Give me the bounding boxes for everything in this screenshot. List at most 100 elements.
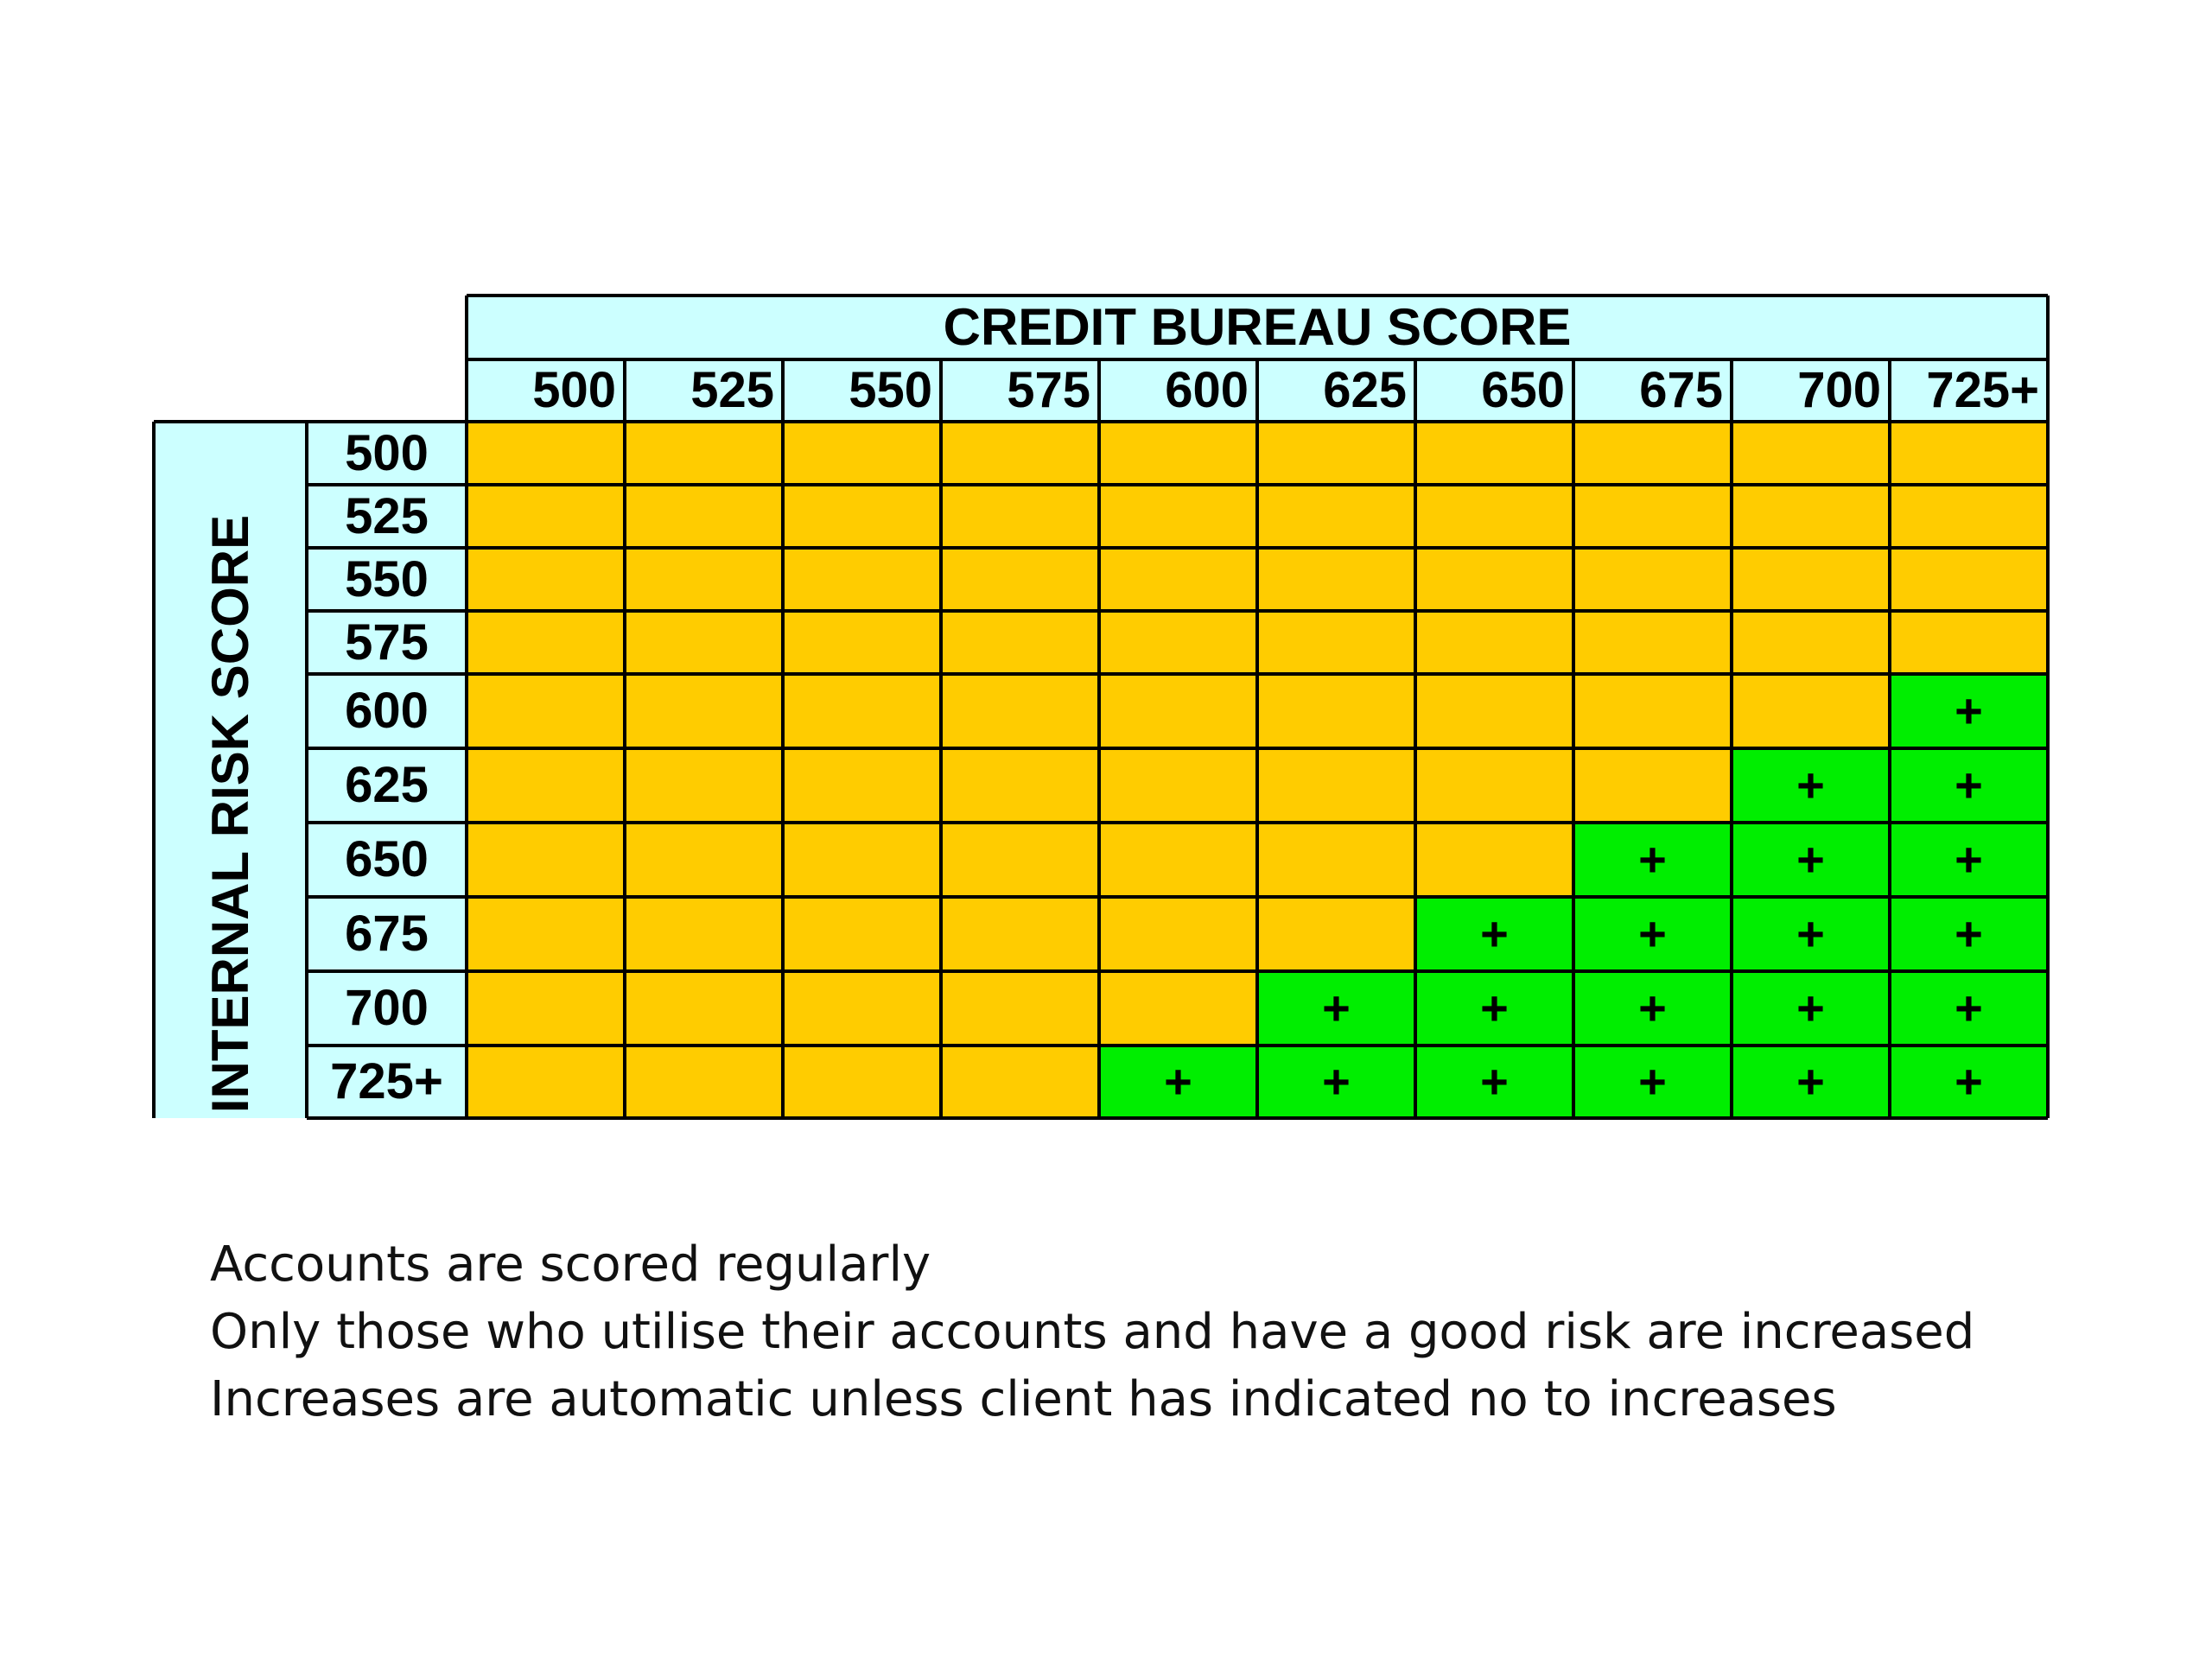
grid-line — [1097, 359, 1101, 1118]
cell-increase: + — [1732, 897, 1890, 971]
plus-icon: + — [1796, 832, 1825, 887]
cell-increase: + — [1890, 748, 2048, 823]
notes: Accounts are scored regularly Only those… — [210, 1231, 2154, 1433]
cell-no-increase — [1099, 674, 1257, 748]
cell-no-increase — [467, 823, 625, 897]
plus-icon: + — [1638, 981, 1667, 1035]
cell-no-increase — [1573, 485, 1732, 548]
row-header-675: 675 — [307, 897, 467, 971]
cell-increase: + — [1732, 823, 1890, 897]
cell-no-increase — [941, 971, 1099, 1046]
cell-no-increase — [941, 485, 1099, 548]
cell-no-increase — [1099, 823, 1257, 897]
column-header-725+: 725+ — [1890, 359, 2048, 422]
grid-line — [305, 422, 308, 1118]
cell-increase: + — [1099, 1046, 1257, 1118]
grid-line — [307, 747, 2048, 750]
cell-no-increase — [1732, 422, 1890, 485]
cell-no-increase — [941, 1046, 1099, 1118]
row-header-575: 575 — [307, 611, 467, 674]
cell-increase: + — [1257, 1046, 1415, 1118]
plus-icon: + — [1322, 981, 1351, 1035]
plus-icon: + — [1796, 758, 1825, 812]
cell-no-increase — [1099, 548, 1257, 611]
grid-line — [152, 422, 156, 1118]
column-header-650: 650 — [1415, 359, 1573, 422]
plus-icon: + — [1638, 832, 1667, 887]
cell-no-increase — [1257, 674, 1415, 748]
cell-no-increase — [625, 674, 783, 748]
cell-no-increase — [625, 897, 783, 971]
cell-no-increase — [1890, 548, 2048, 611]
cell-no-increase — [1415, 748, 1573, 823]
cell-no-increase — [1573, 748, 1732, 823]
cell-increase: + — [1890, 1046, 2048, 1118]
cell-increase: + — [1732, 971, 1890, 1046]
grid-line — [307, 546, 2048, 550]
cell-no-increase — [467, 611, 625, 674]
cell-no-increase — [1415, 485, 1573, 548]
cell-no-increase — [625, 422, 783, 485]
grid-line — [154, 420, 2048, 423]
cell-no-increase — [1099, 897, 1257, 971]
grid-line — [307, 672, 2048, 676]
plus-icon: + — [1955, 683, 1983, 738]
row-header-700: 700 — [307, 971, 467, 1046]
grid-line — [1730, 359, 1733, 1118]
column-header-600: 600 — [1099, 359, 1257, 422]
grid-line — [465, 296, 468, 1118]
cell-no-increase — [625, 611, 783, 674]
cell-no-increase — [941, 897, 1099, 971]
grid-line — [307, 483, 2048, 486]
cell-no-increase — [1415, 422, 1573, 485]
plus-icon: + — [1955, 832, 1983, 887]
cell-no-increase — [783, 823, 941, 897]
cell-no-increase — [941, 748, 1099, 823]
grid-line — [1414, 359, 1417, 1118]
cell-increase: + — [1257, 971, 1415, 1046]
grid-line — [467, 294, 2048, 297]
column-header-550: 550 — [783, 359, 941, 422]
cell-no-increase — [467, 1046, 625, 1118]
cell-no-increase — [783, 611, 941, 674]
note-line: Increases are automatic unless client ha… — [210, 1371, 1837, 1427]
column-header-525: 525 — [625, 359, 783, 422]
cell-no-increase — [1415, 674, 1573, 748]
cell-no-increase — [625, 1046, 783, 1118]
plus-icon: + — [1955, 906, 1983, 961]
grid-line — [781, 359, 785, 1118]
cell-no-increase — [783, 971, 941, 1046]
cell-no-increase — [1257, 548, 1415, 611]
cell-no-increase — [1732, 674, 1890, 748]
row-header-625: 625 — [307, 748, 467, 823]
cell-no-increase — [1257, 422, 1415, 485]
grid-line — [1255, 359, 1259, 1118]
cell-no-increase — [1415, 611, 1573, 674]
cell-no-increase — [783, 748, 941, 823]
column-header-575: 575 — [941, 359, 1099, 422]
plus-icon: + — [1480, 906, 1509, 961]
cell-increase: + — [1890, 674, 2048, 748]
cell-no-increase — [783, 485, 941, 548]
row-header-band — [154, 422, 307, 1118]
grid-line — [939, 359, 943, 1118]
plus-icon: + — [1638, 1054, 1667, 1109]
row-header-725+: 725+ — [307, 1046, 467, 1118]
cell-no-increase — [467, 485, 625, 548]
grid-line — [307, 1116, 2048, 1120]
cell-no-increase — [783, 897, 941, 971]
cell-no-increase — [941, 674, 1099, 748]
cell-no-increase — [467, 748, 625, 823]
plus-icon: + — [1955, 1054, 1983, 1109]
cell-no-increase — [467, 548, 625, 611]
cell-no-increase — [1099, 422, 1257, 485]
column-header-500: 500 — [467, 359, 625, 422]
plus-icon: + — [1955, 981, 1983, 1035]
cell-no-increase — [1890, 422, 2048, 485]
cell-increase: + — [1890, 897, 2048, 971]
cell-no-increase — [1415, 548, 1573, 611]
plus-icon: + — [1164, 1054, 1192, 1109]
cell-no-increase — [1099, 611, 1257, 674]
cell-no-increase — [467, 674, 625, 748]
cell-no-increase — [1099, 485, 1257, 548]
